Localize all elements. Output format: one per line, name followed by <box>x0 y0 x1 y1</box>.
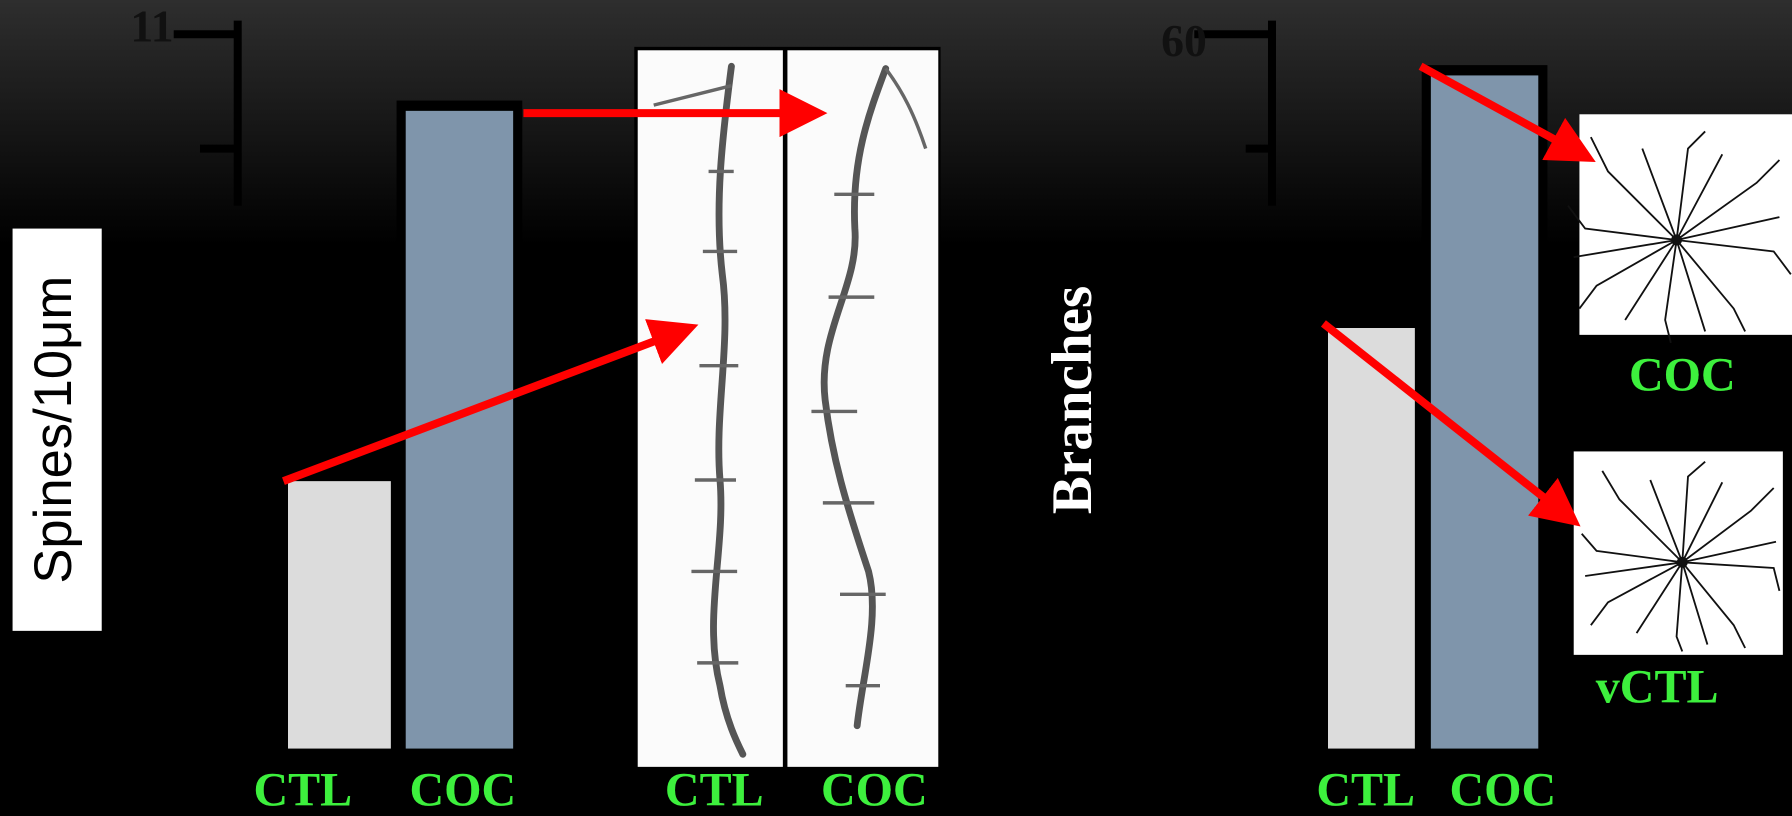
x-tick-label: CTL <box>1316 763 1415 816</box>
y-tick-label: 60 <box>1161 15 1207 66</box>
y-axis-label: Branches <box>1041 286 1104 515</box>
bar <box>1328 328 1415 749</box>
neuron-images <box>1567 114 1792 655</box>
x-tick-label: COC <box>1450 763 1557 816</box>
image-label: COC <box>821 763 928 816</box>
image-label: COC <box>1629 348 1736 401</box>
charts: 11 CTL COC CTL COC 60 CTL COC COC vCTL <box>130 0 1735 816</box>
y-tick-label: 11 <box>130 0 173 51</box>
bar <box>1430 75 1539 749</box>
arrows <box>282 62 1596 527</box>
y-axis-label: Spines/10μm <box>24 276 83 584</box>
bar <box>288 481 391 749</box>
ylabel-box <box>12 228 102 631</box>
image-label: CTL <box>665 763 764 816</box>
dendrite-images <box>634 46 941 771</box>
x-tick-label: CTL <box>254 763 353 816</box>
image-label: vCTL <box>1596 660 1719 713</box>
x-tick-label: COC <box>410 763 517 816</box>
